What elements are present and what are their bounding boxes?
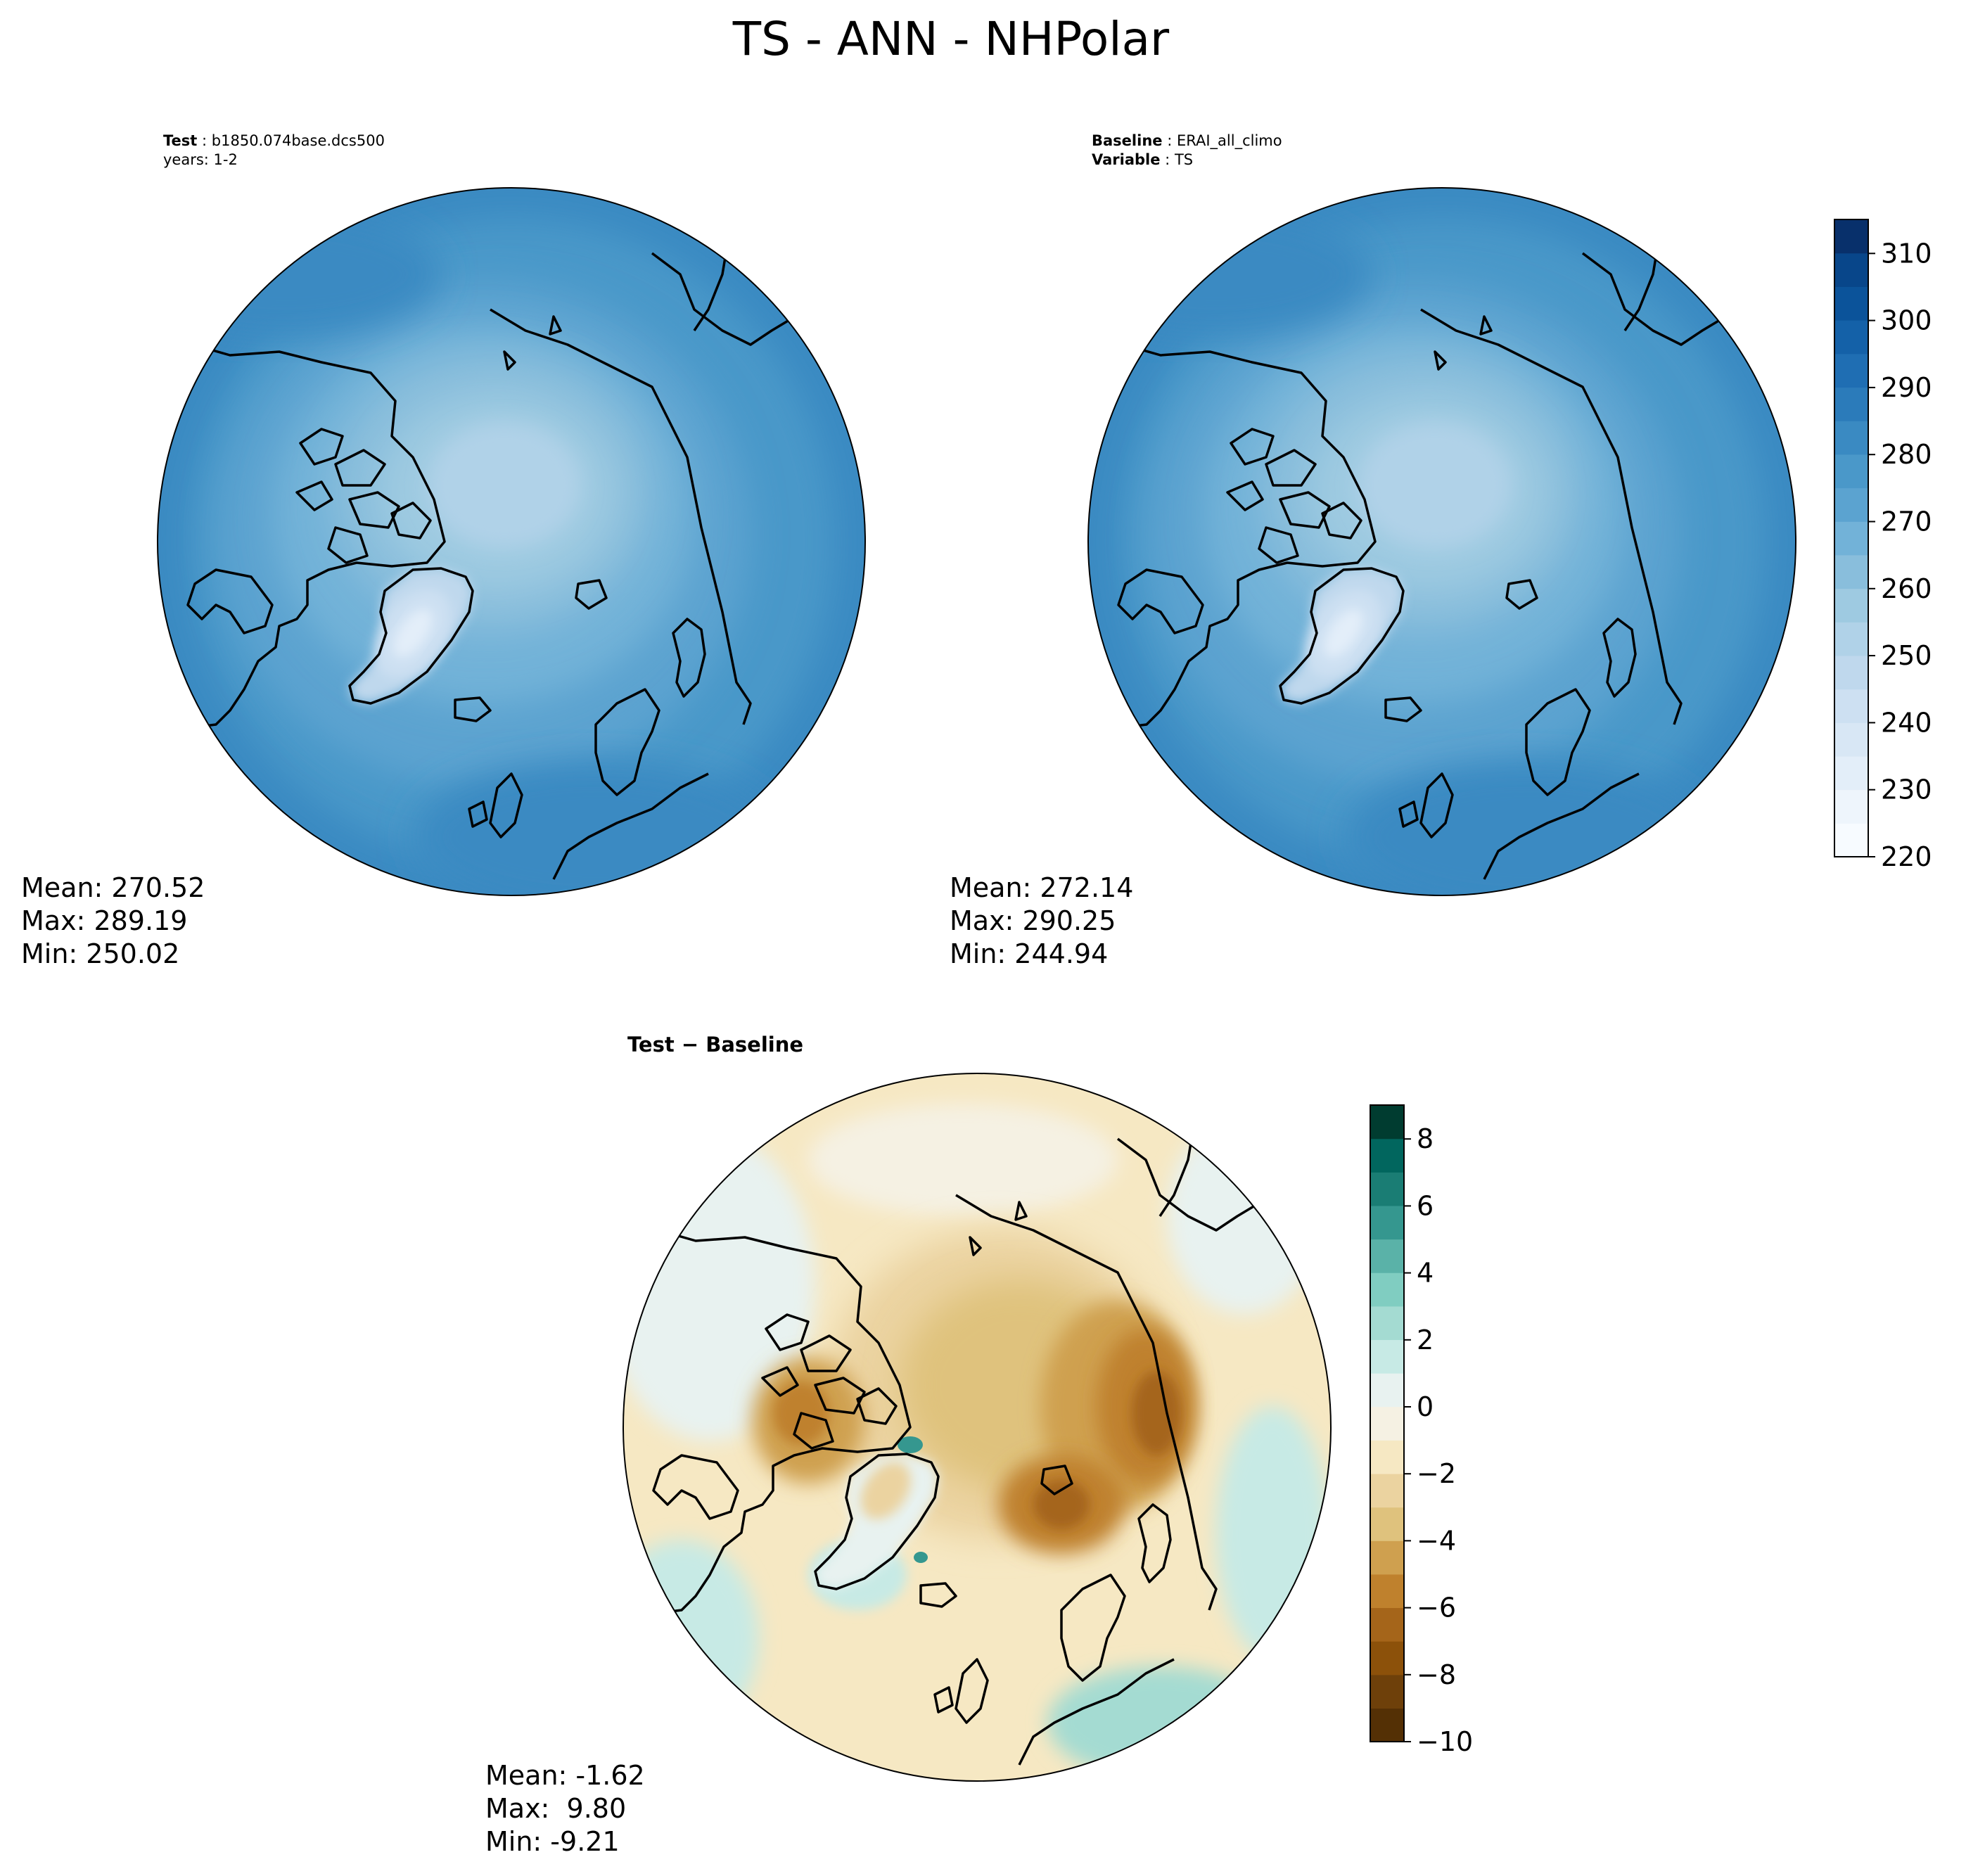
diff-colorbar-segment bbox=[1370, 1306, 1404, 1341]
test-years: years: 1-2 bbox=[163, 151, 238, 168]
abs-colorbar-tick-label: 270 bbox=[1881, 506, 1932, 537]
diff-colorbar-segment bbox=[1370, 1373, 1404, 1408]
abs-colorbar-segment bbox=[1834, 823, 1868, 857]
test-map bbox=[158, 188, 865, 914]
abs-colorbar-segment bbox=[1834, 353, 1868, 388]
diff-stat-min: Min: -9.21 bbox=[485, 1826, 620, 1857]
abs-colorbar-segment bbox=[1834, 219, 1868, 254]
abs-colorbar-tick-label: 220 bbox=[1881, 841, 1932, 872]
diff-colorbar-segment bbox=[1370, 1406, 1404, 1441]
diff-panel: Test − Baseline Mean: -1.62 Max: 9.80 Mi… bbox=[485, 1033, 1332, 1857]
baseline-map bbox=[1088, 188, 1796, 914]
abs-colorbar-segment bbox=[1834, 421, 1868, 455]
abs-colorbar-segment bbox=[1834, 487, 1868, 522]
baseline-map-boundary bbox=[1087, 187, 1796, 896]
test-stat-max: Max: 289.19 bbox=[21, 905, 187, 936]
abs-colorbar-segment bbox=[1834, 454, 1868, 489]
diff-colorbar-segment bbox=[1370, 1607, 1404, 1642]
figure-title: TS - ANN - NHPolar bbox=[732, 12, 1170, 66]
diff-colorbar-segment bbox=[1370, 1138, 1404, 1173]
diff-colorbar-segment bbox=[1370, 1540, 1404, 1575]
diff-colorbar-outline bbox=[1370, 1104, 1405, 1742]
diff-colorbar-segment bbox=[1370, 1473, 1404, 1508]
test-map-boundary bbox=[157, 187, 866, 896]
diff-colorbar-tick-label: 2 bbox=[1417, 1325, 1434, 1355]
diff-colorbar-segment bbox=[1370, 1507, 1404, 1541]
diff-colorbar-segment bbox=[1370, 1272, 1404, 1307]
abs-colorbar-tick-label: 290 bbox=[1881, 372, 1932, 403]
abs-colorbar-segment bbox=[1834, 286, 1868, 321]
abs-colorbar-tick-label: 260 bbox=[1881, 573, 1932, 604]
abs-colorbar-tick-label: 280 bbox=[1881, 439, 1932, 470]
test-stat-min: Min: 250.02 bbox=[21, 938, 179, 969]
abs-colorbar-segment bbox=[1834, 320, 1868, 355]
diff-colorbar: −10 −8 −6 −4 −2 0 2 4 6 8 bbox=[1370, 1104, 1473, 1757]
diff-header: Test − Baseline bbox=[627, 1033, 803, 1057]
diff-colorbar-tick-label: −4 bbox=[1417, 1525, 1456, 1556]
svg-text:Baseline : ERAI_a: Baseline : ERAI_all_climo bbox=[1092, 132, 1282, 150]
abs-colorbar-segment bbox=[1834, 722, 1868, 757]
diff-colorbar-tick-label: −2 bbox=[1417, 1458, 1456, 1489]
test-header-key: Test bbox=[163, 132, 197, 149]
baseline-header-value: ERAI_all_climo bbox=[1177, 132, 1282, 150]
diff-stat-max: Max: 9.80 bbox=[485, 1793, 626, 1824]
abs-colorbar-segment bbox=[1834, 655, 1868, 690]
abs-colorbar-segment bbox=[1834, 755, 1868, 791]
diff-colorbar-tick-label: 8 bbox=[1417, 1123, 1434, 1154]
diff-map-boundary bbox=[623, 1073, 1332, 1782]
svg-text:Test : b1850.074b: Test : b1850.074base.dcs500 bbox=[163, 132, 385, 149]
abs-colorbar-segment bbox=[1834, 789, 1868, 824]
baseline-header-sep: : bbox=[1167, 132, 1177, 149]
variable-header-sep: : bbox=[1165, 151, 1175, 168]
variable-header-key: Variable bbox=[1092, 151, 1160, 168]
test-stat-mean: Mean: 270.52 bbox=[21, 872, 205, 903]
abs-colorbar-tick-label: 250 bbox=[1881, 640, 1932, 671]
diff-map bbox=[623, 1073, 1331, 1781]
abs-colorbar: 220 230 240 250 260 270 280 290 300 310 bbox=[1834, 219, 1932, 872]
abs-colorbar-segment bbox=[1834, 253, 1868, 287]
diff-colorbar-tick-label: 6 bbox=[1417, 1190, 1434, 1221]
diff-colorbar-tick-label: −8 bbox=[1417, 1659, 1456, 1690]
abs-colorbar-segment bbox=[1834, 588, 1868, 623]
abs-colorbar-tick-label: 240 bbox=[1881, 707, 1932, 738]
diff-colorbar-segment bbox=[1370, 1641, 1404, 1676]
diff-colorbar-segment bbox=[1370, 1574, 1404, 1609]
diff-colorbar-segment bbox=[1370, 1674, 1404, 1709]
test-panel: Test : b1850.074base.dcs500 years: 1-2 M… bbox=[21, 132, 866, 969]
diff-colorbar-tick-label: −6 bbox=[1417, 1593, 1456, 1623]
abs-colorbar-segment bbox=[1834, 622, 1868, 656]
diff-colorbar-segment bbox=[1370, 1105, 1404, 1140]
diff-colorbar-segment bbox=[1370, 1205, 1404, 1240]
diff-colorbar-segment bbox=[1370, 1708, 1404, 1742]
diff-colorbar-segment bbox=[1370, 1172, 1404, 1206]
test-header-value: b1850.074base.dcs500 bbox=[212, 132, 385, 149]
abs-colorbar-tick-label: 310 bbox=[1881, 238, 1932, 269]
baseline-panel: Baseline : ERAI_all_climo Variable : TS … bbox=[950, 132, 1796, 969]
diff-colorbar-segment bbox=[1370, 1440, 1404, 1474]
abs-colorbar-tick-label: 300 bbox=[1881, 305, 1932, 336]
diff-colorbar-tick-label: 4 bbox=[1417, 1258, 1434, 1289]
diff-colorbar-segment bbox=[1370, 1339, 1404, 1374]
baseline-header-key: Baseline bbox=[1092, 132, 1163, 149]
diff-stat-mean: Mean: -1.62 bbox=[485, 1760, 645, 1791]
baseline-stat-max: Max: 290.25 bbox=[950, 905, 1116, 936]
baseline-stat-mean: Mean: 272.14 bbox=[950, 872, 1133, 903]
diff-colorbar-segment bbox=[1370, 1239, 1404, 1273]
abs-colorbar-outline bbox=[1834, 219, 1869, 857]
abs-colorbar-segment bbox=[1834, 689, 1868, 723]
test-header-sep: : bbox=[202, 132, 212, 149]
abs-colorbar-segment bbox=[1834, 554, 1868, 589]
diff-colorbar-tick-label: −10 bbox=[1417, 1726, 1473, 1757]
svg-text:Variable : TS: Variable : TS bbox=[1092, 151, 1193, 168]
abs-colorbar-segment bbox=[1834, 521, 1868, 556]
variable-header-value: TS bbox=[1174, 151, 1193, 168]
abs-colorbar-tick-label: 230 bbox=[1881, 774, 1932, 805]
baseline-stat-min: Min: 244.94 bbox=[950, 938, 1108, 969]
diff-colorbar-tick-label: 0 bbox=[1417, 1391, 1434, 1422]
abs-colorbar-segment bbox=[1834, 387, 1868, 421]
